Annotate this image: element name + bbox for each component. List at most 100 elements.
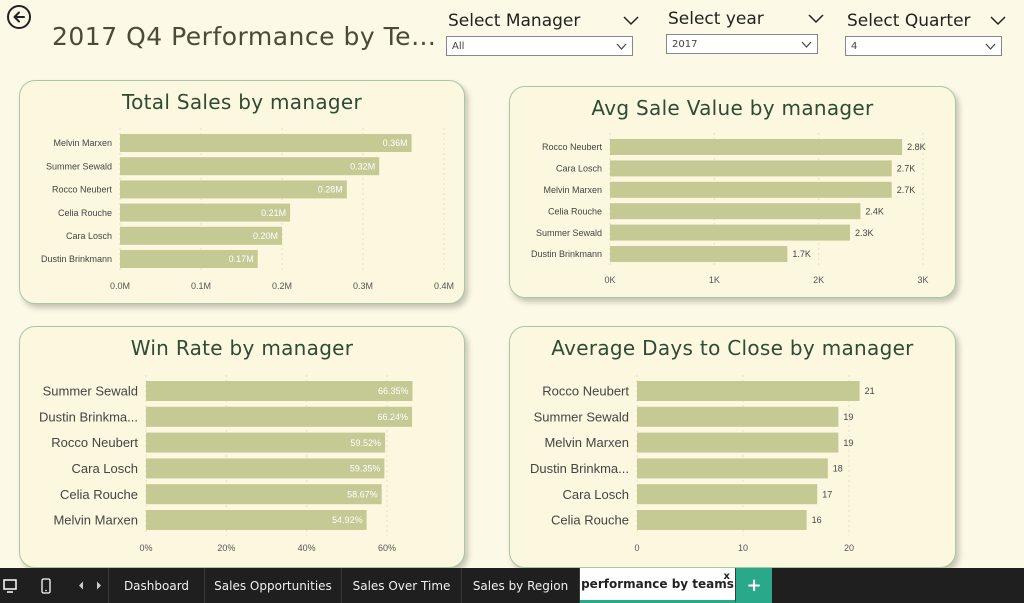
quarter-slicer-label: Select Quarter bbox=[847, 11, 971, 31]
category-label: Summer Sewald bbox=[536, 228, 602, 238]
win-rate-chart[interactable]: Win Rate by manager 0% 20% 40% 60% Summer Se… bbox=[19, 326, 465, 568]
x-tick-label: 10 bbox=[738, 543, 748, 553]
chevron-down-icon[interactable] bbox=[808, 14, 824, 24]
desktop-view-icon[interactable] bbox=[0, 568, 20, 603]
category-label: Summer Sewald bbox=[43, 384, 138, 399]
data-label: 0.21M bbox=[261, 208, 286, 218]
category-label: Melvin Marxen bbox=[544, 435, 629, 450]
data-label: 2.7K bbox=[897, 164, 916, 174]
bar bbox=[120, 180, 347, 199]
x-tick-label: 20 bbox=[844, 543, 854, 553]
next-page-icon[interactable] bbox=[90, 568, 108, 603]
page-title: 2017 Q4 Performance by Tea... bbox=[52, 22, 436, 51]
mobile-view-icon[interactable] bbox=[20, 568, 72, 603]
category-label: Cara Losch bbox=[72, 461, 138, 476]
category-label: Cara Losch bbox=[563, 487, 629, 502]
year-slicer-label: Select year bbox=[668, 9, 764, 29]
data-label: 0.28M bbox=[318, 185, 343, 195]
bar bbox=[146, 406, 413, 427]
quarter-dropdown-value: 4 bbox=[851, 40, 858, 52]
quarter-slicer[interactable]: Select Quarter 4 bbox=[842, 5, 1010, 67]
bar bbox=[610, 139, 903, 155]
category-label: Rocco Neubert bbox=[52, 185, 113, 195]
x-tick-label: 0.3M bbox=[353, 281, 373, 291]
bar bbox=[120, 157, 380, 176]
chevron-down-icon[interactable] bbox=[623, 16, 639, 26]
category-label: Dustin Brinkma... bbox=[39, 409, 138, 424]
bar bbox=[120, 250, 258, 268]
data-label: 21 bbox=[865, 386, 875, 396]
bar bbox=[610, 224, 850, 241]
tab-performance-by-teams[interactable]: performance by teams x bbox=[580, 568, 736, 603]
category-label: Melvin Marxen bbox=[53, 513, 138, 528]
data-label: 66.24% bbox=[378, 412, 409, 422]
chart-title: Total Sales by manager bbox=[121, 90, 363, 114]
category-label: Celia Rouche bbox=[60, 487, 138, 502]
category-label: Melvin Marxen bbox=[53, 138, 112, 148]
add-page-button[interactable]: + bbox=[736, 568, 772, 603]
bar bbox=[637, 381, 860, 401]
avg-sale-value-plot: 0K 1K 2K 3K Rocco Neubert 2.8K Cara Losch 2.7K M… bbox=[531, 133, 929, 285]
back-arrow-icon[interactable] bbox=[7, 5, 31, 29]
category-label: Dustin Brinkmann bbox=[41, 254, 112, 264]
data-label: 1.7K bbox=[792, 249, 811, 259]
data-label: 19 bbox=[843, 412, 853, 422]
x-tick-label: 0.1M bbox=[191, 281, 211, 291]
x-tick-label: 0% bbox=[139, 543, 152, 553]
bar bbox=[146, 432, 386, 453]
chevron-down-icon bbox=[801, 41, 812, 48]
x-tick-label: 60% bbox=[378, 543, 396, 553]
data-label: 17 bbox=[822, 489, 832, 499]
category-label: Summer Sewald bbox=[46, 161, 112, 171]
data-label: 0.36M bbox=[383, 138, 408, 148]
bar bbox=[610, 181, 892, 198]
tab-sales-opportunities[interactable]: Sales Opportunities bbox=[205, 568, 342, 603]
total-sales-chart[interactable]: Total Sales by manager 0.0M 0.1M 0.2M 0.3M 0… bbox=[19, 80, 465, 304]
quarter-dropdown[interactable]: 4 bbox=[845, 36, 1002, 56]
data-label: 66.35% bbox=[378, 386, 409, 396]
category-label: Summer Sewald bbox=[534, 409, 629, 424]
x-tick-label: 0.4M bbox=[434, 281, 454, 291]
tab-sales-over-time[interactable]: Sales Over Time bbox=[342, 568, 462, 603]
x-tick-label: 2K bbox=[813, 275, 824, 285]
chart-title: Average Days to Close by manager bbox=[551, 336, 914, 360]
avg-days-close-chart[interactable]: Average Days to Close by manager 0 10 20 Ro… bbox=[509, 326, 956, 568]
manager-dropdown-value: All bbox=[452, 40, 465, 52]
data-label: 0.20M bbox=[253, 231, 278, 241]
chevron-down-icon bbox=[616, 43, 627, 50]
report-canvas: 2017 Q4 Performance by Tea... Select Man… bbox=[7, 5, 1010, 568]
year-slicer[interactable]: Select year 2017 bbox=[663, 5, 828, 67]
bar bbox=[637, 458, 828, 479]
data-label: 59.35% bbox=[350, 464, 381, 474]
category-label: Melvin Marxen bbox=[543, 185, 602, 195]
year-dropdown-value: 2017 bbox=[672, 38, 698, 50]
tab-sales-by-region[interactable]: Sales by Region bbox=[462, 568, 580, 603]
category-label: Rocco Neubert bbox=[51, 435, 138, 450]
bar bbox=[146, 381, 413, 401]
previous-page-icon[interactable] bbox=[72, 568, 90, 603]
avg-sale-value-chart[interactable]: Avg Sale Value by manager 0K 1K 2K 3K Rocco … bbox=[509, 86, 956, 298]
x-tick-label: 40% bbox=[298, 543, 316, 553]
win-rate-plot: 0% 20% 40% 60% Summer Sewald 66.35% Dustin Bri… bbox=[39, 375, 413, 553]
bar bbox=[120, 203, 291, 222]
chevron-down-icon bbox=[985, 43, 996, 50]
x-tick-label: 20% bbox=[217, 543, 235, 553]
manager-dropdown[interactable]: All bbox=[446, 36, 633, 56]
tab-dashboard[interactable]: Dashboard bbox=[108, 568, 205, 603]
data-label: 16 bbox=[812, 515, 822, 525]
category-label: Dustin Brinkmann bbox=[531, 249, 602, 259]
category-label: Dustin Brinkma... bbox=[530, 461, 629, 476]
bar bbox=[637, 484, 818, 505]
total-sales-plot: 0.0M 0.1M 0.2M 0.3M 0.4M Melvin Marxen 0.36M Su… bbox=[41, 128, 454, 291]
close-tab-icon[interactable]: x bbox=[723, 571, 730, 582]
bar bbox=[120, 226, 282, 245]
bar bbox=[637, 432, 839, 453]
chevron-down-icon[interactable] bbox=[990, 16, 1006, 26]
avg-days-close-plot: 0 10 20 Rocco Neubert 21 Summer Sewald 19 Melvi… bbox=[530, 375, 875, 553]
page-tab-bar: Dashboard Sales Opportunities Sales Over… bbox=[0, 568, 1024, 603]
manager-slicer[interactable]: Select Manager All bbox=[443, 5, 643, 65]
year-dropdown[interactable]: 2017 bbox=[666, 34, 818, 54]
data-label: 18 bbox=[833, 464, 843, 474]
chart-title: Avg Sale Value by manager bbox=[591, 96, 874, 120]
chart-title: Win Rate by manager bbox=[130, 336, 354, 360]
